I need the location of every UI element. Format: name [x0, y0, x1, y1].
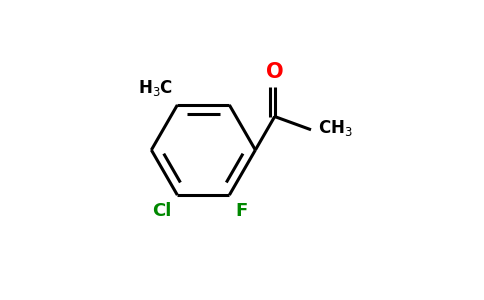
Text: CH$_3$: CH$_3$ [318, 118, 353, 138]
Text: Cl: Cl [152, 202, 171, 220]
Text: O: O [266, 62, 284, 82]
Text: F: F [235, 202, 247, 220]
Text: H$_3$C: H$_3$C [138, 77, 173, 98]
